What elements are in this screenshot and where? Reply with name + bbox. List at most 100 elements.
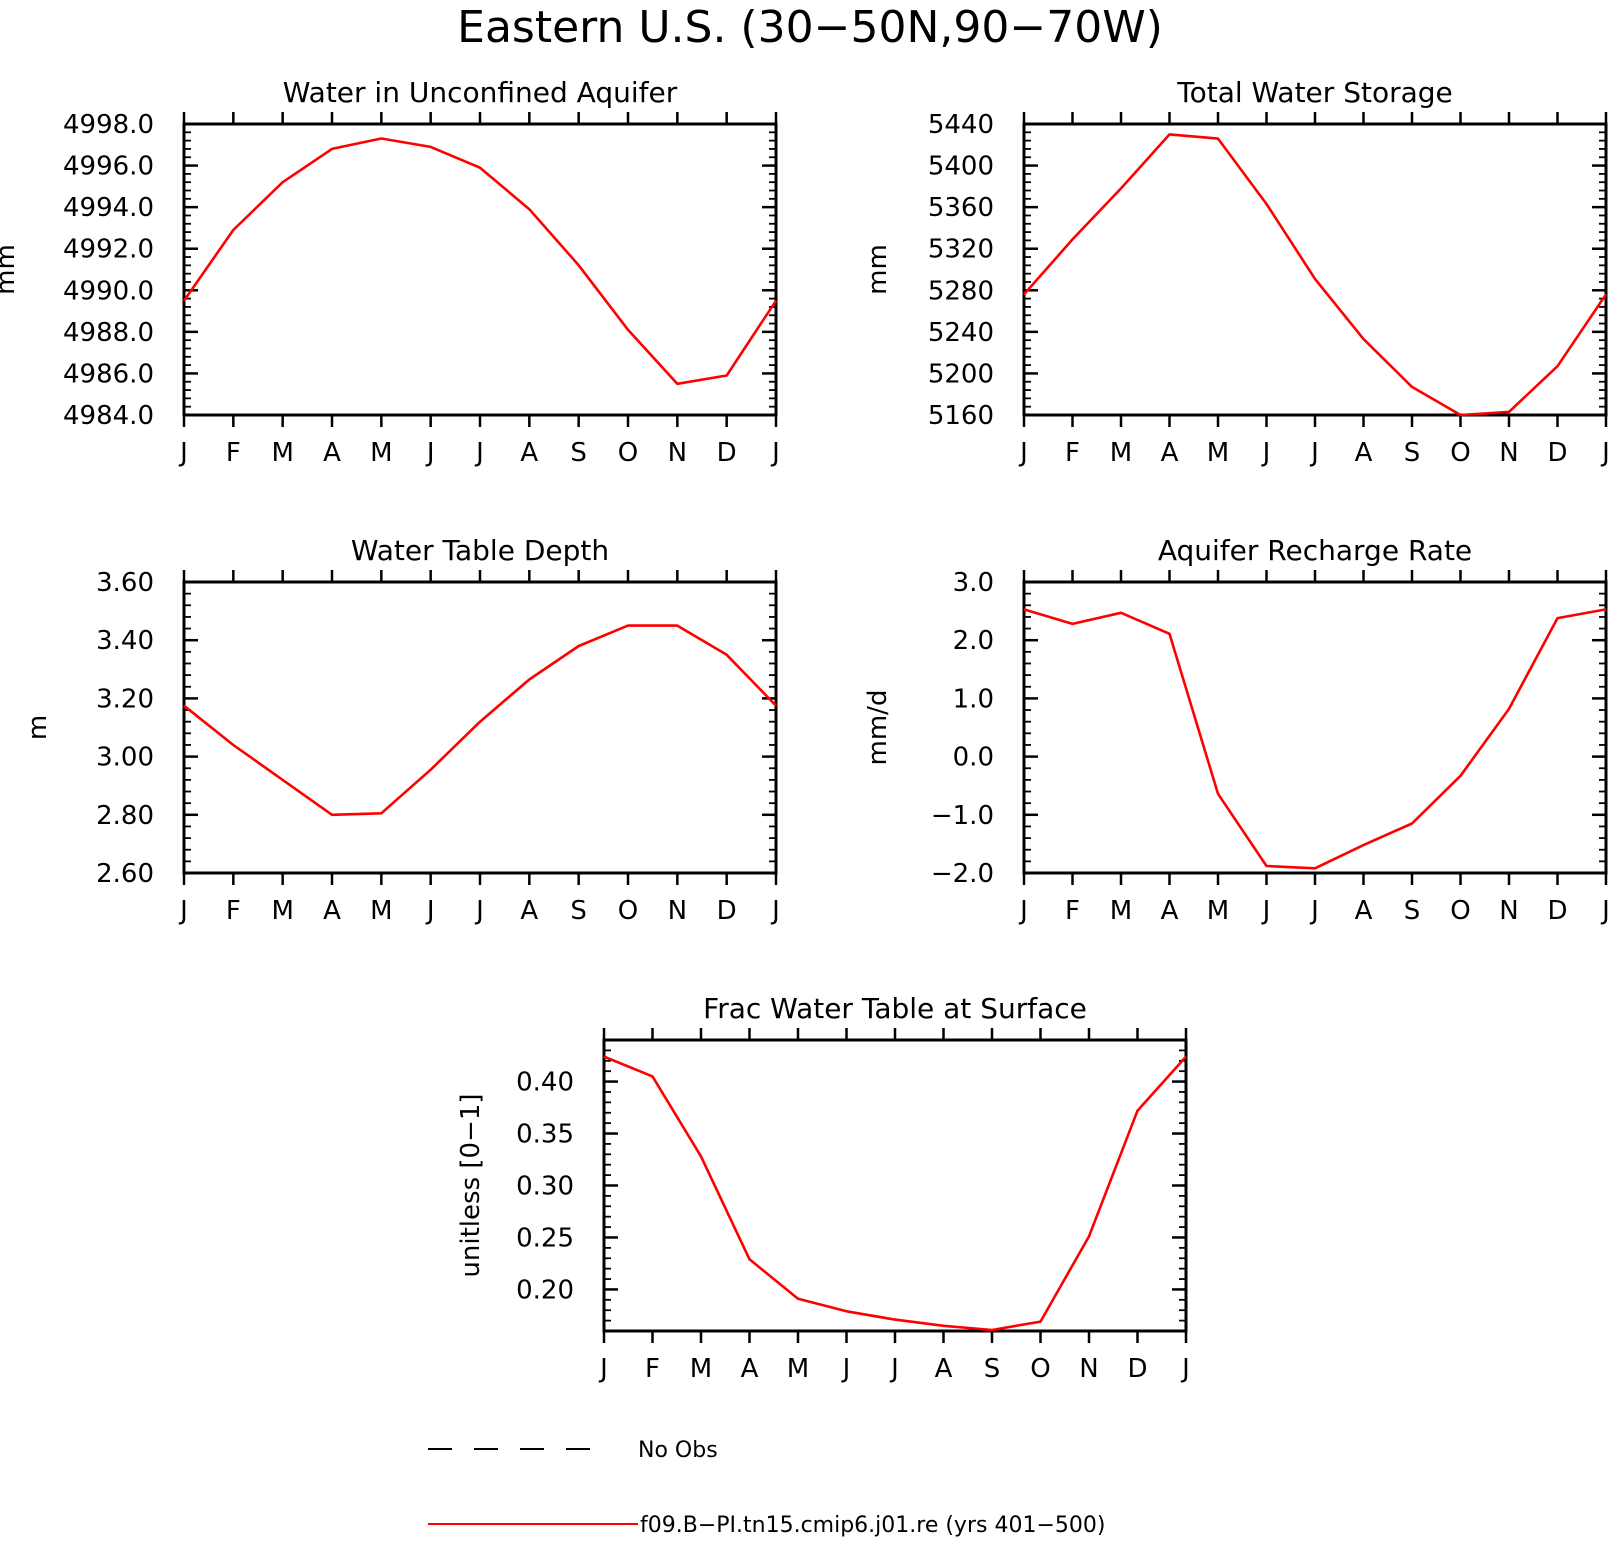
legend-label-model: f09.B−PI.tn15.cmip6.j01.re (yrs 401−500) — [640, 1513, 1105, 1538]
x-tick-label: N — [1499, 438, 1518, 468]
x-tick-label: F — [226, 896, 241, 926]
y-tick-label: 2.60 — [96, 859, 154, 889]
y-tick-label: 4986.0 — [63, 359, 154, 389]
y-tick-label: 2.80 — [96, 801, 154, 831]
x-tick-label: A — [1355, 438, 1373, 468]
series-line-model — [1023, 608, 1607, 870]
x-tick-label: O — [1450, 438, 1470, 468]
x-tick-label: J — [1309, 896, 1319, 926]
y-tick-label: 1.0 — [953, 684, 994, 714]
plot-frame — [1022, 122, 1608, 417]
x-tick-label: A — [323, 896, 341, 926]
x-tick-label: J — [770, 438, 780, 468]
series-line-model — [182, 137, 778, 386]
x-tick-label: M — [370, 438, 392, 468]
x-tick-label: S — [570, 438, 587, 468]
y-tick-label: 5400 — [928, 152, 994, 182]
y-axis-label: unitless [0−1] — [456, 1093, 486, 1277]
x-tick-label: J — [889, 1354, 899, 1384]
y-tick-label: 5280 — [928, 276, 994, 306]
y-tick-label: −1.0 — [931, 801, 994, 831]
y-tick-label: 0.30 — [516, 1172, 574, 1202]
y-tick-label: 5440 — [928, 110, 994, 140]
y-tick-label: 5320 — [928, 235, 994, 265]
x-tick-label: S — [570, 896, 587, 926]
y-tick-label: 3.0 — [953, 568, 994, 598]
x-tick-label: A — [1355, 896, 1373, 926]
y-tick-label: 3.00 — [96, 743, 154, 773]
x-tick-label: O — [1450, 896, 1470, 926]
x-tick-label: J — [1180, 1354, 1190, 1384]
x-tick-label: F — [226, 438, 241, 468]
series-line-model — [603, 1055, 1187, 1332]
figure-title: Eastern U.S. (30−50N,90−70W) — [457, 2, 1163, 53]
x-tick-label: A — [741, 1354, 759, 1384]
panel-title: Frac Water Table at Surface — [703, 992, 1087, 1025]
x-tick-label: J — [1600, 438, 1610, 468]
x-tick-label: A — [520, 438, 538, 468]
x-tick-label: N — [668, 896, 687, 926]
panel-title: Aquifer Recharge Rate — [1158, 534, 1472, 567]
y-tick-label: 2.0 — [953, 626, 994, 656]
x-tick-label: D — [717, 896, 737, 926]
x-tick-label: F — [1065, 896, 1080, 926]
y-axis-label: mm/d — [863, 690, 893, 766]
x-tick-label: A — [935, 1354, 953, 1384]
x-tick-label: M — [1207, 438, 1229, 468]
x-tick-label: D — [1127, 1354, 1147, 1384]
x-tick-label: A — [520, 896, 538, 926]
y-tick-label: 4996.0 — [63, 152, 154, 182]
x-tick-label: J — [425, 896, 435, 926]
x-tick-label: A — [1161, 896, 1179, 926]
panel-title: Total Water Storage — [1176, 76, 1453, 109]
x-tick-label: S — [984, 1354, 1001, 1384]
x-tick-label: M — [370, 896, 392, 926]
y-tick-label: 4998.0 — [63, 110, 154, 140]
x-tick-label: M — [271, 896, 293, 926]
x-tick-label: D — [1547, 438, 1567, 468]
x-tick-label: J — [1261, 438, 1271, 468]
x-tick-label: J — [1261, 896, 1271, 926]
y-tick-label: −2.0 — [931, 859, 994, 889]
plot-frame — [602, 1038, 1188, 1333]
x-tick-label: O — [1030, 1354, 1050, 1384]
x-tick-label: M — [271, 438, 293, 468]
x-tick-label: A — [1161, 438, 1179, 468]
y-tick-label: 3.60 — [96, 568, 154, 598]
x-tick-label: S — [1404, 896, 1421, 926]
x-tick-label: A — [323, 438, 341, 468]
legend-label-no-obs: No Obs — [638, 1438, 718, 1463]
y-tick-label: 5200 — [928, 359, 994, 389]
x-tick-label: J — [770, 896, 780, 926]
x-tick-label: N — [668, 438, 687, 468]
y-axis-label: m — [23, 715, 53, 740]
y-tick-label: 4984.0 — [63, 401, 154, 431]
y-tick-label: 5240 — [928, 318, 994, 348]
y-tick-label: 3.20 — [96, 684, 154, 714]
x-tick-label: N — [1499, 896, 1518, 926]
x-tick-label: M — [690, 1354, 712, 1384]
y-tick-label: 5160 — [928, 401, 994, 431]
y-tick-label: 0.20 — [516, 1275, 574, 1305]
panel-title: Water in Unconfined Aquifer — [283, 76, 678, 109]
x-tick-label: M — [787, 1354, 809, 1384]
y-axis-label: mm — [0, 244, 21, 295]
x-tick-label: N — [1079, 1354, 1098, 1384]
x-tick-label: J — [425, 438, 435, 468]
y-tick-label: 5360 — [928, 193, 994, 223]
x-tick-label: J — [178, 896, 188, 926]
y-tick-label: 4994.0 — [63, 193, 154, 223]
y-tick-label: 0.0 — [953, 743, 994, 773]
x-tick-label: F — [1065, 438, 1080, 468]
x-tick-label: M — [1110, 896, 1132, 926]
x-tick-label: D — [1547, 896, 1567, 926]
y-axis-label: mm — [863, 244, 893, 295]
y-tick-label: 0.35 — [516, 1120, 574, 1150]
x-tick-label: J — [1600, 896, 1610, 926]
y-tick-label: 4988.0 — [63, 318, 154, 348]
y-tick-label: 0.25 — [516, 1223, 574, 1253]
